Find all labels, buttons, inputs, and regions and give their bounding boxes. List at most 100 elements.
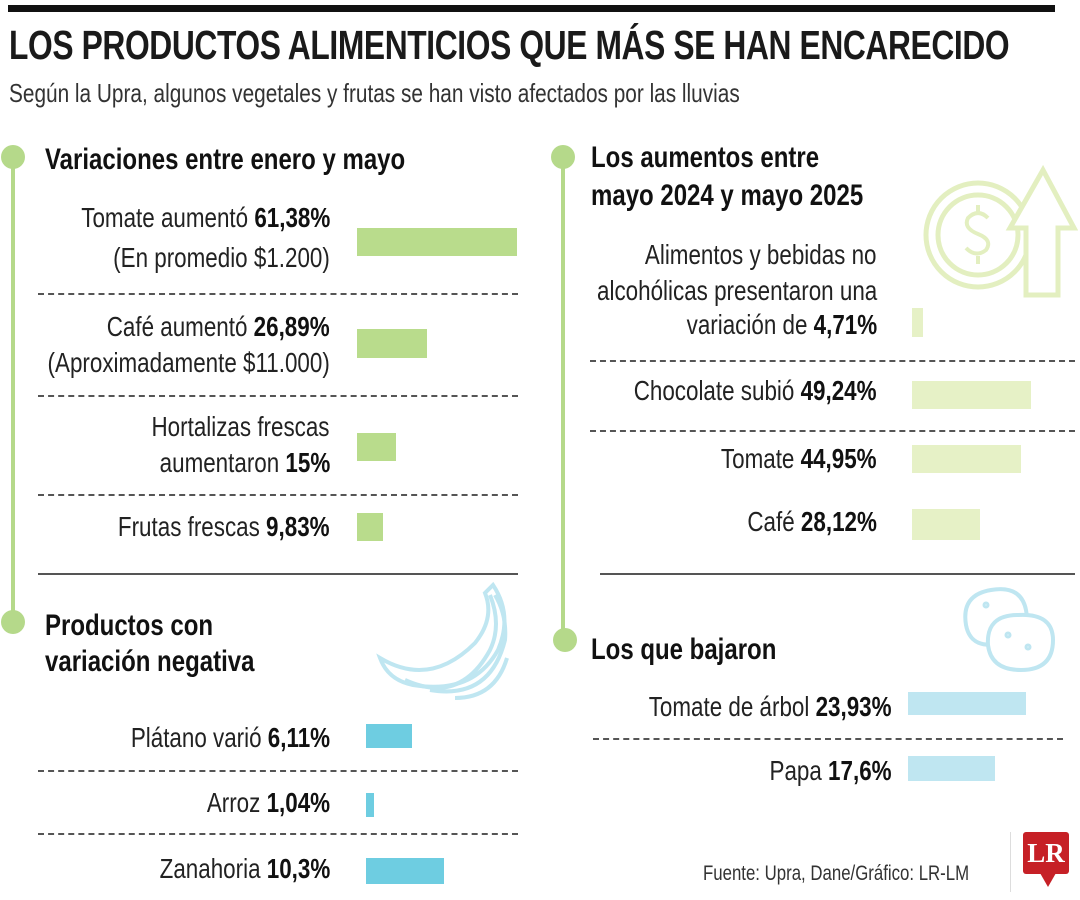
value-label: 6,11%: [267, 722, 330, 753]
divider: [1010, 832, 1011, 892]
row-label: Frutas frescas 9,83%: [65, 509, 330, 545]
label-text: Tomate de árbol: [649, 691, 817, 722]
row-label: Arroz 1,04%: [176, 785, 330, 821]
value-label: 9,83%: [266, 511, 330, 542]
row-label-line: Café aumentó 26,89%: [107, 309, 330, 345]
row-label: Papa 17,6%: [739, 753, 892, 789]
row-label: Café 28,12%: [715, 504, 877, 540]
label-text: Frutas frescas: [118, 511, 267, 542]
section-heading-text: Variaciones entre enero y mayo: [45, 143, 406, 176]
row-label-line: Plátano varió 6,11%: [131, 720, 330, 756]
row-divider: [38, 770, 518, 772]
label-text: alcohólicas presentaron una: [596, 275, 877, 306]
row-label-line: (En promedio $1.200): [113, 240, 330, 276]
row-label-line: aumentaron 15%: [159, 445, 330, 481]
row-label: Café aumentó 26,89%: [51, 309, 330, 345]
value-label: 49,24%: [801, 375, 877, 406]
lr-logo: LR: [1023, 832, 1069, 874]
banana-icon: [376, 581, 509, 700]
subtitle: Según la Upra, algunos vegetales y fruta…: [9, 78, 740, 108]
label-text: Café: [747, 506, 802, 537]
top-rule: [8, 5, 1055, 12]
timeline-dot: [1, 610, 25, 634]
label-text: Hortalizas frescas: [151, 411, 330, 442]
value-label: 4,71%: [813, 309, 877, 340]
source-credit: Fuente: Upra, Dane/Gráfico: LR-LM: [703, 862, 970, 885]
row-divider: [38, 494, 518, 496]
bar-tomate: [357, 228, 517, 256]
label-text: Café aumentó: [107, 311, 255, 342]
bar-zanahoria: [366, 858, 444, 884]
section-heading: variación negativa: [45, 643, 307, 681]
value-label: 26,89%: [254, 311, 330, 342]
row-label: (Aproximadamente $11.000): [0, 345, 330, 381]
row-divider: [38, 833, 518, 835]
timeline-dot: [1, 145, 25, 169]
section-heading-text: Productos con: [45, 609, 214, 642]
row-label: Plátano varió 6,11%: [81, 720, 330, 756]
row-label: Hortalizas frescas: [107, 409, 330, 445]
row-divider: [38, 395, 518, 397]
bar-frutas-frescas: [357, 513, 383, 541]
label-text: Alimentos y bebidas no: [645, 239, 877, 270]
row-label-line: Zanahoria 10,3%: [159, 851, 330, 887]
row-divider: [590, 360, 1075, 362]
row-label-line: Tomate 44,95%: [721, 441, 877, 477]
section-heading-text: Los que bajaron: [591, 633, 777, 666]
section-heading: mayo 2024 y mayo 2025: [591, 177, 931, 215]
section-heading: Los aumentos entre: [591, 139, 876, 177]
row-label-line: Café 28,12%: [747, 504, 877, 540]
label-text: aumentaron: [159, 447, 286, 478]
label-text: Papa: [769, 755, 829, 786]
section-heading-text: variación negativa: [45, 645, 255, 678]
label-text: Chocolate subió: [634, 375, 802, 406]
section-heading: Los que bajaron: [591, 631, 823, 669]
label-text: (En promedio $1.200): [113, 242, 330, 273]
row-divider: [593, 738, 1063, 740]
timeline-dot: [553, 628, 577, 652]
row-label: Chocolate subió 49,24%: [573, 373, 877, 409]
value-label: 15%: [285, 447, 330, 478]
bar-chocolate: [912, 381, 1032, 409]
value-label: 28,12%: [801, 506, 877, 537]
row-label: alcohólicas presentaron una: [527, 273, 877, 309]
row-label: Tomate 44,95%: [682, 441, 877, 477]
bar-alimentos-y-bebidas-no-alcohólicas: [912, 308, 924, 337]
label-text: variación de: [686, 309, 814, 340]
bar-hortalizas-frescas: [357, 433, 396, 461]
potato-icon: [963, 587, 1056, 673]
row-label: Zanahoria 10,3%: [117, 851, 330, 887]
bar-tomate: [912, 445, 1021, 473]
row-label: (En promedio $1.200): [59, 240, 330, 276]
row-divider: [38, 293, 518, 295]
label-text: Tomate aumentó: [80, 202, 255, 233]
label-text: Arroz: [206, 787, 267, 818]
section-heading: Productos con: [45, 607, 255, 645]
value-label: 61,38%: [254, 202, 330, 233]
section-divider: [38, 573, 518, 575]
row-label-line: variación de 4,71%: [686, 307, 877, 343]
row-label: aumentaron 15%: [117, 445, 330, 481]
label-text: Plátano varió: [130, 722, 268, 753]
bar-café: [357, 329, 427, 358]
label-text: Zanahoria: [159, 853, 267, 884]
bar-plátano: [366, 724, 413, 748]
section-heading: Variaciones entre enero y mayo: [45, 141, 495, 179]
value-label: 1,04%: [266, 787, 330, 818]
dollar-coin-arrow-up-icon: [923, 164, 1078, 298]
row-label: variación de 4,71%: [639, 307, 877, 343]
bar-arroz: [366, 793, 374, 817]
page-title: LOS PRODUCTOS ALIMENTICIOS QUE MÁS SE HA…: [9, 22, 1010, 68]
timeline-left: [11, 157, 15, 622]
row-label-line: Hortalizas frescas: [152, 409, 330, 445]
value-label: 10,3%: [266, 853, 330, 884]
section-heading-text: Los aumentos entre: [591, 141, 820, 174]
row-label-line: Tomate de árbol 23,93%: [649, 689, 892, 725]
timeline-dot: [551, 145, 575, 169]
row-label: Alimentos y bebidas no: [587, 237, 877, 273]
value-label: 17,6%: [828, 755, 892, 786]
timeline-right: [561, 157, 565, 640]
row-label: Tomate aumentó 61,38%: [19, 200, 330, 236]
row-label-line: Chocolate subió 49,24%: [634, 373, 877, 409]
row-divider: [590, 430, 1075, 432]
